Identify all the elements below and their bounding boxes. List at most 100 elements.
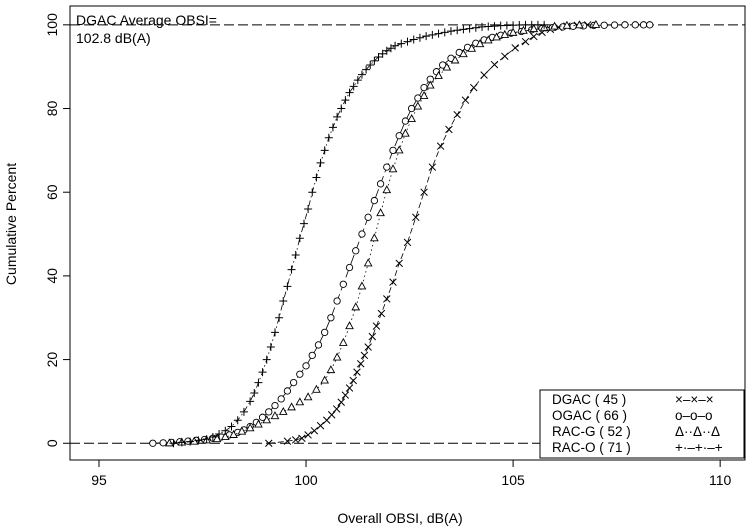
data-point [646, 21, 654, 29]
data-point [349, 82, 358, 91]
data-point [308, 188, 317, 197]
data-point [519, 25, 528, 34]
data-point [383, 295, 391, 303]
data-point [327, 411, 336, 419]
data-point [401, 117, 410, 125]
data-point [521, 37, 530, 46]
data-point [220, 432, 230, 441]
data-point [254, 419, 263, 428]
data-point [428, 163, 437, 171]
data-point [357, 70, 366, 79]
reference-lines [70, 24, 745, 444]
legend-label-ogac: OGAC ( 66 ) [552, 408, 627, 423]
data-point [287, 402, 296, 411]
data-point [364, 213, 372, 221]
data-point [328, 123, 337, 132]
data-point [401, 128, 410, 137]
data-point [283, 387, 292, 395]
y-tick-label: 100 [44, 13, 60, 37]
data-point [341, 391, 350, 399]
data-point [388, 164, 398, 173]
data-point [413, 101, 423, 110]
y-tick-label: 20 [44, 352, 60, 368]
data-point [395, 259, 403, 268]
data-point [349, 376, 358, 385]
data-point [550, 21, 559, 30]
y-tick-label: 40 [44, 268, 60, 284]
legend-sample-dgac: ×–×–× [675, 392, 714, 407]
x-axis: 95 100 105 110 [91, 460, 732, 488]
data-point [470, 83, 478, 92]
legend-sample-ogac: o–o–o [675, 408, 713, 423]
series-layer [149, 19, 654, 448]
data-point [356, 360, 365, 368]
legend-box [539, 389, 745, 459]
data-point [420, 83, 428, 92]
data-point [425, 80, 435, 89]
data-point [383, 163, 391, 171]
series-line [169, 24, 596, 444]
data-point [169, 439, 178, 448]
data-point [442, 62, 452, 71]
data-point [351, 302, 361, 311]
data-point [212, 434, 222, 443]
series-3 [169, 20, 549, 448]
data-point [407, 114, 416, 123]
data-point [453, 111, 461, 119]
data-point [304, 204, 313, 213]
data-point [378, 49, 387, 58]
data-point [304, 431, 312, 439]
data-point [374, 53, 383, 62]
data-point [422, 32, 431, 41]
data-point [492, 32, 501, 41]
data-point [258, 368, 267, 377]
data-point [339, 280, 347, 288]
data-point [314, 341, 323, 349]
data-point [283, 282, 292, 291]
data-point [370, 196, 379, 205]
data-point [332, 405, 341, 413]
data-point [366, 60, 375, 69]
data-point [428, 30, 437, 39]
data-point [262, 355, 271, 364]
data-point [312, 384, 321, 393]
data-point [500, 29, 510, 38]
data-point [202, 435, 211, 444]
data-point [389, 278, 397, 286]
data-point [287, 265, 296, 274]
data-point [420, 188, 428, 196]
data-point [412, 213, 420, 222]
data-point [434, 70, 443, 79]
data-point [407, 104, 416, 113]
data-point [278, 406, 288, 415]
data-point [370, 233, 379, 242]
data-point [483, 35, 493, 44]
data-point [353, 368, 361, 376]
data-point [159, 439, 167, 447]
data-point [386, 44, 395, 53]
data-point [360, 351, 369, 360]
data-point [358, 230, 366, 238]
data-point [237, 426, 247, 435]
data-point [591, 19, 601, 28]
data-point [194, 436, 203, 445]
data-point [337, 104, 346, 113]
data-point [265, 439, 273, 448]
legend-sample-rac-g: Δ··Δ··Δ [675, 424, 720, 439]
data-point [377, 309, 386, 318]
data-point [312, 173, 321, 182]
data-point [250, 389, 259, 398]
data-point [229, 429, 238, 438]
x-tick-label: 95 [91, 472, 107, 488]
y-tick-label: 0 [44, 439, 60, 447]
data-point [490, 60, 499, 69]
annotation-line-1: DGAC Average OBSI= [76, 12, 217, 28]
data-point [245, 423, 255, 432]
data-point [376, 180, 385, 188]
data-point [471, 23, 480, 32]
data-point [246, 397, 255, 406]
data-point [337, 398, 345, 407]
data-point [419, 91, 429, 100]
y-tick-label: 80 [44, 101, 60, 117]
data-point [467, 43, 477, 52]
